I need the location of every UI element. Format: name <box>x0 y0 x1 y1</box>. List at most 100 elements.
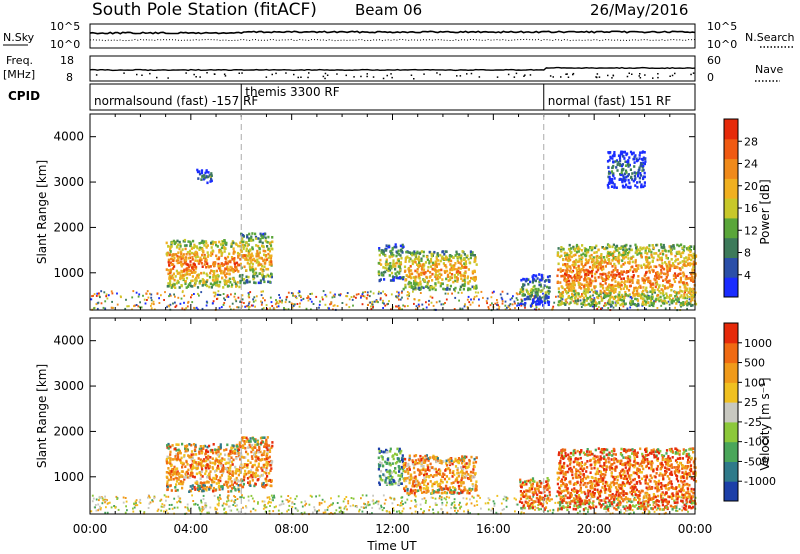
echo-cell <box>172 477 175 481</box>
echo-cell <box>634 154 637 157</box>
echo-cell <box>572 246 575 249</box>
echo-cell <box>222 286 225 289</box>
scatter-cell <box>270 501 272 504</box>
nave-point <box>657 76 659 79</box>
scatter-cell <box>145 292 148 295</box>
echo-cell <box>606 292 609 295</box>
scatter-cell <box>523 512 525 515</box>
scatter-cell <box>205 506 207 509</box>
echo-cell <box>522 284 525 288</box>
scatter-cell <box>463 305 466 308</box>
echo-cell <box>606 246 609 250</box>
scatter-cell <box>626 307 629 310</box>
scatter-cell <box>322 290 325 293</box>
echo-cell <box>611 285 615 289</box>
scatter-cell <box>264 510 267 513</box>
scatter-cell <box>446 511 449 514</box>
echo-cell <box>586 271 589 274</box>
echo-cell <box>252 275 255 278</box>
scatter-cell <box>233 295 236 298</box>
echo-cell <box>169 281 172 284</box>
scatter-cell <box>125 505 127 508</box>
scatter-cell <box>216 293 219 296</box>
echo-cell <box>441 282 444 285</box>
echo-cell <box>576 299 580 302</box>
echo-cell <box>463 253 466 256</box>
scatter-cell <box>567 291 570 294</box>
echo-cell <box>174 241 177 244</box>
echo-cell <box>217 460 220 463</box>
scatter-cell <box>321 298 324 301</box>
scatter-cell <box>191 294 193 296</box>
echo-cell <box>261 273 264 277</box>
echo-cell <box>267 280 270 284</box>
echo-cell <box>263 253 266 257</box>
echo-cell <box>217 447 220 451</box>
scatter-cell <box>579 299 582 302</box>
scatter-cell <box>302 297 305 300</box>
scatter-cell <box>516 299 519 301</box>
scatter-cell <box>490 296 493 299</box>
scatter-cell <box>227 494 230 497</box>
nave-point <box>596 73 599 75</box>
echo-cell <box>525 277 528 281</box>
echo-cell <box>248 280 251 284</box>
cpid-segment-label: normalsound (fast) -157 RF <box>94 94 258 108</box>
nave-point <box>466 73 468 75</box>
scatter-cell <box>293 503 296 505</box>
echo-cell <box>177 455 180 458</box>
echo-cell <box>217 481 220 485</box>
echo-cell <box>677 262 680 265</box>
scatter-cell <box>153 497 155 500</box>
velocity-cells <box>90 436 698 516</box>
echo-cell <box>167 444 171 447</box>
echo-cell <box>683 293 686 296</box>
scatter-cell <box>219 496 221 499</box>
echo-cell <box>615 300 618 303</box>
echo-cell <box>463 266 466 269</box>
scatter-cell <box>370 308 373 310</box>
scatter-cell <box>374 501 377 504</box>
echo-cell <box>174 455 177 458</box>
echo-cell <box>624 160 627 163</box>
scatter-cell <box>186 506 189 509</box>
echo-cell <box>671 299 674 302</box>
echo-cell <box>449 278 452 281</box>
echo-cell <box>435 262 438 266</box>
scatter-cell <box>217 293 220 296</box>
echo-cell <box>461 283 464 287</box>
echo-cell <box>206 274 209 277</box>
echo-cell <box>561 295 564 298</box>
echo-cell <box>529 295 532 298</box>
echo-cell <box>542 304 545 307</box>
echo-cell <box>166 480 169 483</box>
scatter-cell <box>460 291 463 294</box>
echo-cell <box>636 266 639 270</box>
echo-cell <box>631 300 634 304</box>
echo-cell <box>641 177 645 180</box>
echo-cell <box>206 279 209 282</box>
echo-cell <box>617 261 620 265</box>
scatter-cell <box>113 505 115 507</box>
scatter-cell <box>465 497 468 500</box>
scatter-cell <box>459 307 462 310</box>
nave-point <box>199 76 201 78</box>
echo-cell <box>613 262 616 266</box>
echo-cell <box>646 264 649 267</box>
echo-cell <box>204 240 208 243</box>
echo-cell <box>206 255 209 258</box>
echo-cell <box>229 476 232 479</box>
scatter-cell <box>399 298 402 301</box>
nave-point <box>238 72 240 74</box>
scatter-cell <box>393 498 396 501</box>
echo-cell <box>187 285 190 288</box>
echo-cell <box>568 288 571 291</box>
scatter-cell <box>358 508 361 511</box>
echo-cell <box>620 277 623 281</box>
echo-cell <box>660 246 663 249</box>
echo-cell <box>435 255 438 259</box>
echo-cell <box>389 262 392 265</box>
echo-cell <box>608 259 611 263</box>
nave-point <box>345 74 347 77</box>
echo-cell <box>685 281 688 285</box>
